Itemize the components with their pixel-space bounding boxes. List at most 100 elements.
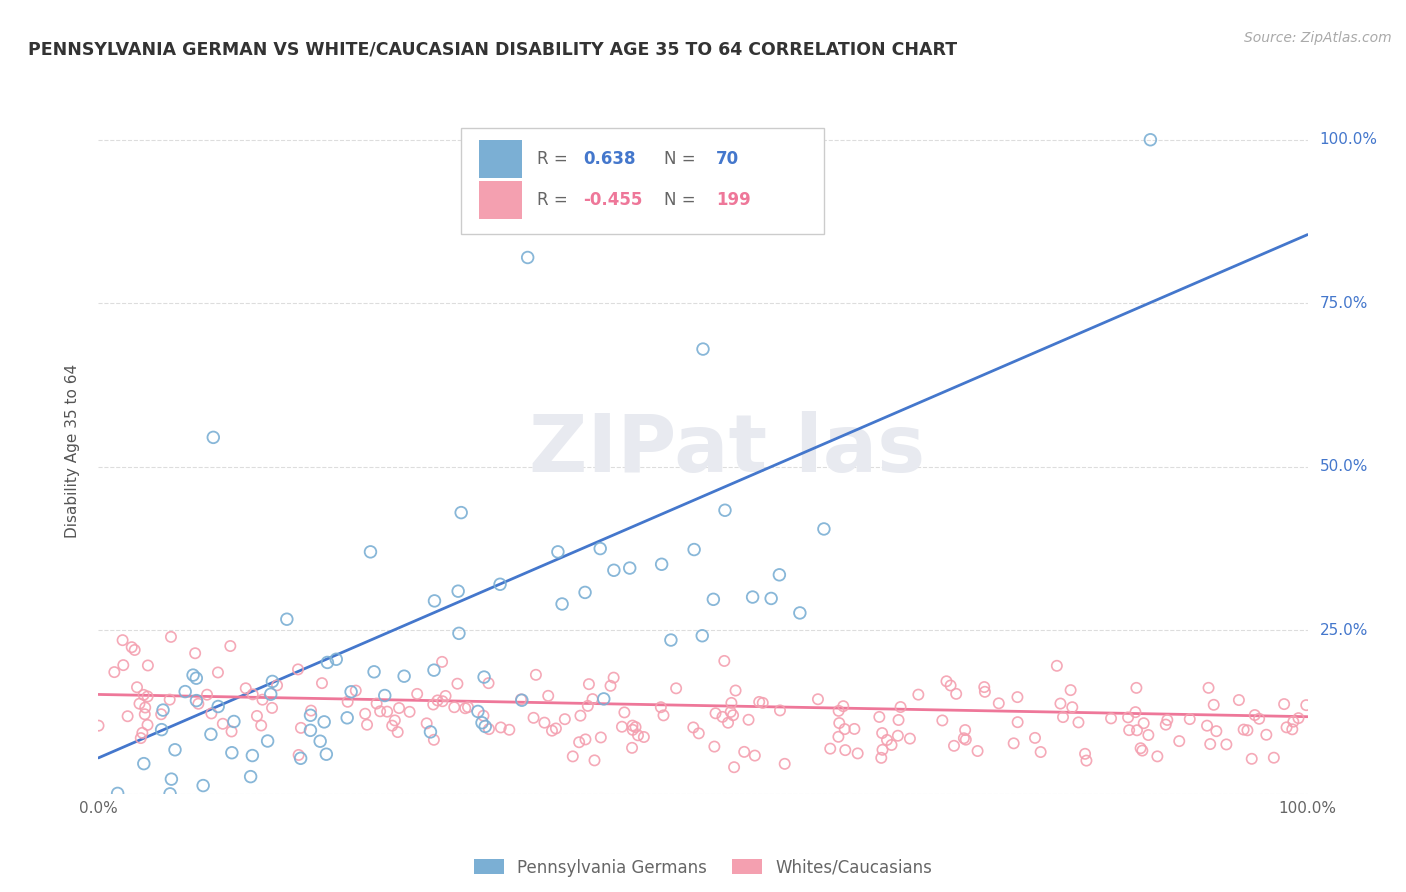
Point	[125, 680, 148, 694]
Point	[524, 668, 547, 682]
Point	[489, 577, 512, 591]
Point	[516, 251, 538, 265]
Point	[316, 656, 339, 670]
Point	[1288, 711, 1310, 725]
Point	[174, 684, 197, 698]
Point	[703, 739, 725, 754]
Point	[581, 692, 603, 706]
Point	[887, 729, 910, 743]
FancyBboxPatch shape	[461, 128, 824, 234]
Point	[751, 696, 773, 710]
Text: 100.0%: 100.0%	[1320, 132, 1378, 147]
Point	[690, 629, 713, 643]
Point	[733, 745, 755, 759]
Point	[276, 612, 298, 626]
Point	[724, 683, 747, 698]
Point	[834, 722, 856, 736]
Point	[1256, 728, 1278, 742]
Point	[692, 342, 714, 356]
Point	[880, 738, 903, 752]
Point	[945, 687, 967, 701]
Point	[1076, 754, 1098, 768]
Point	[207, 665, 229, 680]
Point	[239, 770, 262, 784]
Point	[467, 705, 489, 719]
Point	[943, 739, 966, 753]
Point	[260, 701, 283, 715]
Point	[344, 683, 367, 698]
Point	[818, 741, 841, 756]
Point	[235, 681, 257, 696]
Text: 75.0%: 75.0%	[1320, 296, 1368, 310]
Point	[299, 708, 322, 723]
Point	[890, 700, 912, 714]
Point	[828, 716, 851, 731]
Point	[432, 694, 454, 708]
Point	[870, 751, 893, 765]
Legend: Pennsylvania Germans, Whites/Caucasians: Pennsylvania Germans, Whites/Caucasians	[465, 850, 941, 885]
Point	[789, 606, 811, 620]
Point	[627, 728, 650, 742]
Point	[1029, 745, 1052, 759]
Point	[987, 696, 1010, 710]
Point	[1199, 737, 1222, 751]
Point	[554, 712, 576, 726]
Point	[723, 760, 745, 774]
Point	[650, 700, 672, 714]
Point	[423, 594, 446, 608]
Point	[478, 722, 501, 736]
Point	[659, 633, 682, 648]
Point	[159, 787, 181, 801]
Point	[299, 723, 322, 738]
Point	[447, 626, 470, 640]
Point	[510, 692, 533, 706]
Point	[262, 674, 284, 689]
Point	[107, 786, 129, 800]
Text: PENNSYLVANIA GERMAN VS WHITE/CAUCASIAN DISABILITY AGE 35 TO 64 CORRELATION CHART: PENNSYLVANIA GERMAN VS WHITE/CAUCASIAN D…	[28, 40, 957, 58]
Point	[1046, 658, 1069, 673]
Point	[953, 723, 976, 737]
Point	[613, 706, 636, 720]
Point	[574, 732, 596, 747]
Point	[682, 721, 704, 735]
Point	[422, 698, 444, 712]
Point	[454, 701, 477, 715]
Point	[868, 710, 890, 724]
Point	[1125, 681, 1147, 695]
Point	[221, 746, 243, 760]
Point	[315, 747, 337, 762]
Text: 25.0%: 25.0%	[1320, 623, 1368, 638]
Point	[375, 705, 398, 719]
Point	[713, 654, 735, 668]
Point	[876, 733, 898, 747]
Point	[1126, 723, 1149, 738]
Point	[266, 678, 288, 692]
Point	[688, 726, 710, 740]
Point	[1116, 710, 1139, 724]
Point	[134, 700, 156, 714]
Point	[568, 735, 591, 749]
Point	[124, 643, 146, 657]
Point	[702, 592, 724, 607]
Point	[551, 597, 574, 611]
Point	[136, 658, 159, 673]
Point	[392, 669, 415, 683]
Point	[1024, 731, 1046, 745]
Point	[129, 731, 152, 745]
Point	[117, 709, 139, 723]
Point	[200, 706, 222, 721]
Point	[325, 652, 347, 666]
Text: N =: N =	[664, 150, 702, 168]
Point	[340, 685, 363, 699]
Point	[252, 692, 274, 706]
Point	[748, 695, 770, 709]
Point	[759, 591, 782, 606]
Point	[1049, 697, 1071, 711]
Point	[406, 687, 429, 701]
Point	[832, 699, 855, 714]
Point	[870, 726, 893, 740]
Point	[1146, 749, 1168, 764]
Point	[1052, 710, 1074, 724]
Point	[423, 663, 446, 677]
Point	[720, 705, 742, 719]
